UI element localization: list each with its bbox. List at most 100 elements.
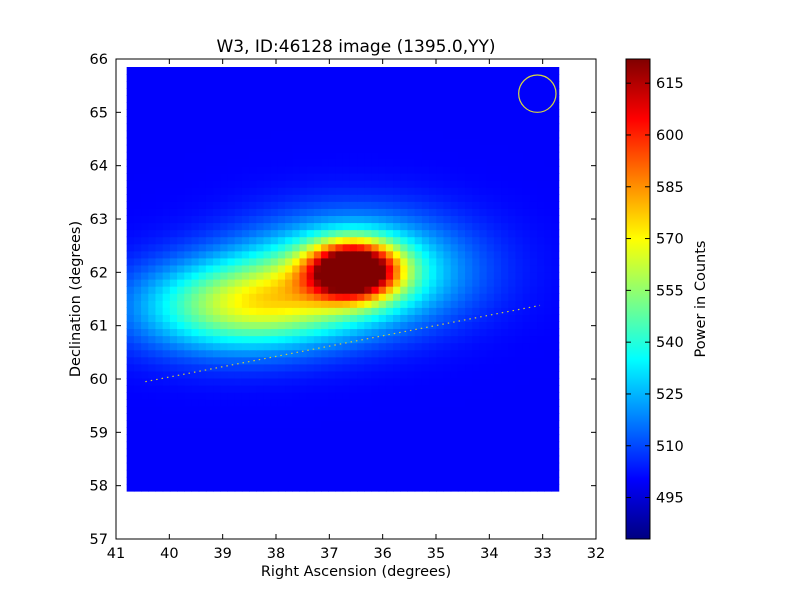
heatmap-cell: [429, 328, 437, 337]
heatmap-cell: [335, 469, 344, 478]
heatmap-cell: [133, 257, 142, 266]
heatmap-cell: [472, 137, 481, 146]
heatmap-cell: [321, 144, 329, 153]
heatmap-cell: [241, 434, 250, 443]
heatmap-cell: [450, 88, 459, 96]
heatmap-cell: [450, 455, 459, 464]
heatmap-cell: [184, 476, 193, 485]
colorbar-tick-label: 570: [656, 232, 684, 248]
heatmap-cell: [443, 271, 452, 280]
heatmap-cell: [133, 427, 142, 436]
heatmap-cell: [277, 222, 286, 231]
heatmap-cell: [508, 67, 517, 75]
heatmap-cell: [169, 74, 178, 82]
heatmap-cell: [457, 300, 466, 308]
heatmap-cell: [205, 420, 214, 428]
heatmap-cell: [148, 243, 157, 252]
heatmap-cell: [515, 151, 524, 160]
heatmap-cell: [133, 392, 142, 400]
heatmap-cell: [544, 158, 553, 167]
heatmap-cell: [227, 406, 236, 414]
heatmap-cell: [292, 279, 301, 287]
heatmap-cell: [465, 300, 473, 308]
heatmap-cell: [133, 420, 142, 428]
heatmap-cell: [501, 427, 509, 436]
heatmap-cell: [162, 236, 171, 245]
heatmap-cell: [277, 448, 286, 457]
heatmap-cell: [529, 137, 538, 146]
heatmap-cell: [227, 483, 236, 492]
heatmap-cell: [299, 109, 308, 118]
heatmap-cell: [270, 462, 279, 471]
heatmap-cell: [256, 187, 265, 195]
heatmap-cell: [306, 370, 315, 379]
heatmap-cell: [241, 165, 250, 174]
heatmap-cell: [306, 208, 315, 216]
heatmap-cell: [313, 469, 322, 478]
x-tick-label: 32: [587, 546, 605, 562]
heatmap-cell: [551, 144, 560, 153]
heatmap-cell: [256, 462, 265, 471]
heatmap-cell: [205, 434, 214, 443]
heatmap-cell: [364, 455, 373, 464]
heatmap-cell: [205, 356, 214, 365]
heatmap-cell: [256, 413, 265, 421]
heatmap-cell: [270, 74, 279, 82]
heatmap-cell: [357, 67, 365, 75]
heatmap-cell: [270, 279, 279, 287]
heatmap-cell: [407, 264, 416, 273]
heatmap-cell: [328, 392, 337, 400]
heatmap-cell: [256, 130, 265, 139]
heatmap-cell: [234, 356, 243, 365]
heatmap-cell: [270, 271, 279, 280]
heatmap-cell: [306, 314, 315, 322]
heatmap-cell: [450, 201, 459, 209]
heatmap-cell: [263, 279, 272, 287]
heatmap-cell: [479, 335, 488, 344]
heatmap-cell: [335, 151, 344, 160]
heatmap-cell: [227, 413, 236, 421]
heatmap-cell: [508, 88, 517, 96]
heatmap-cell: [364, 314, 373, 322]
heatmap-cell: [220, 413, 229, 421]
heatmap-cell: [249, 81, 257, 89]
heatmap-cell: [407, 314, 416, 322]
heatmap-cell: [342, 151, 351, 160]
heatmap-cell: [270, 342, 279, 351]
heatmap-cell: [349, 215, 358, 224]
heatmap-cell: [393, 363, 401, 372]
heatmap-cell: [177, 201, 185, 209]
heatmap-cell: [227, 180, 236, 188]
heatmap-cell: [465, 399, 473, 407]
heatmap-cell: [443, 392, 452, 400]
heatmap-cell: [465, 406, 473, 414]
heatmap-cell: [263, 144, 272, 153]
heatmap-cell: [292, 130, 301, 139]
heatmap-cell: [213, 165, 221, 174]
heatmap-cell: [213, 229, 221, 238]
heatmap-cell: [393, 229, 401, 238]
heatmap-cell: [306, 180, 315, 188]
x-tick-label: 38: [267, 546, 285, 562]
heatmap-cell: [227, 448, 236, 457]
heatmap-cell: [457, 208, 466, 216]
heatmap-cell: [443, 173, 452, 181]
heatmap-cell: [227, 392, 236, 400]
heatmap-cell: [529, 180, 538, 188]
heatmap-cell: [457, 286, 466, 294]
heatmap-cell: [529, 413, 538, 421]
heatmap-cell: [249, 264, 257, 273]
heatmap-cell: [515, 165, 524, 174]
heatmap-cell: [436, 95, 445, 103]
heatmap-cell: [342, 462, 351, 471]
heatmap-cell: [450, 448, 459, 457]
heatmap-cell: [400, 413, 409, 421]
heatmap-cell: [227, 264, 236, 273]
heatmap-cell: [321, 215, 329, 224]
heatmap-cell: [371, 349, 380, 358]
heatmap-cell: [256, 236, 265, 245]
heatmap-cell: [486, 307, 495, 315]
heatmap-cell: [544, 420, 553, 428]
heatmap-cell: [198, 67, 207, 75]
heatmap-cell: [213, 180, 221, 188]
